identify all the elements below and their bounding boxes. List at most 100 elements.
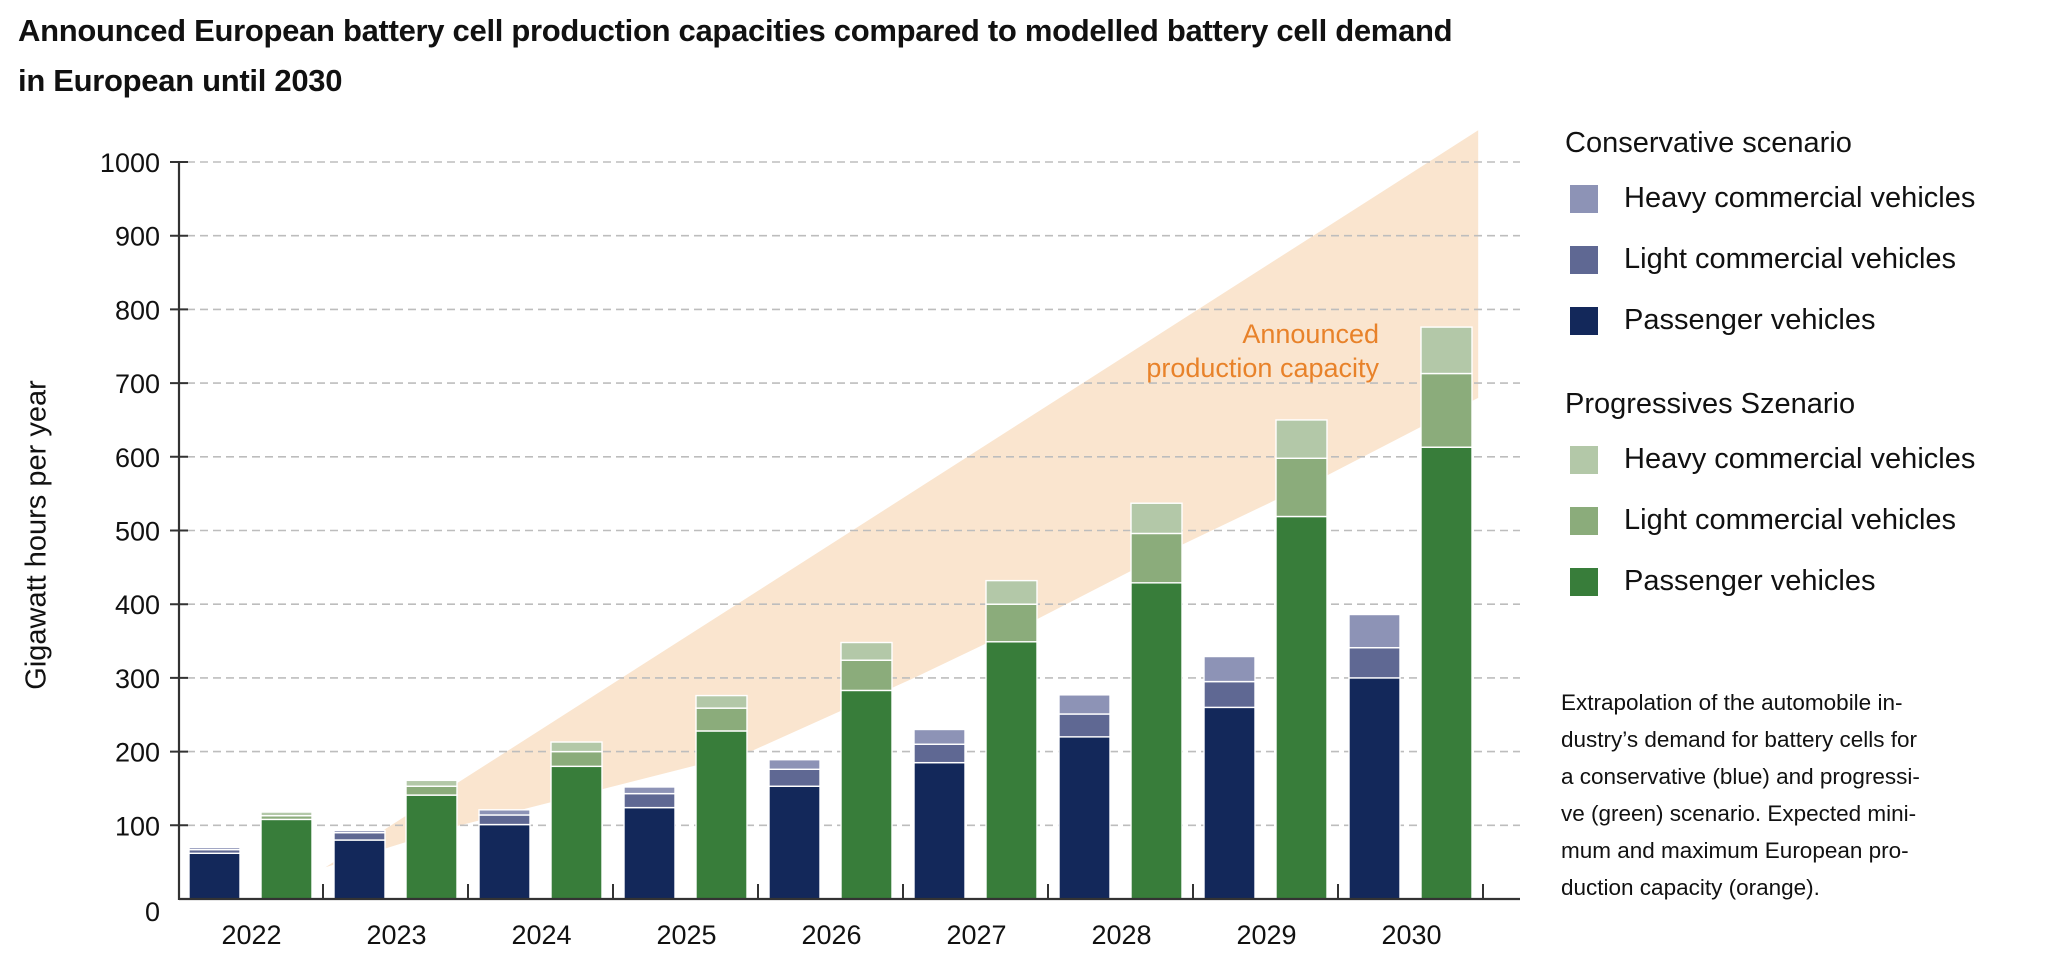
legend-label: Heavy commercial vehicles: [1624, 182, 1976, 214]
bar-2027-progressive-light-commercial-vehicles: [985, 603, 1038, 643]
bar-2027-conservative-passenger-vehicles: [913, 761, 966, 900]
bar-2022-progressive-passenger-vehicles: [260, 818, 313, 900]
bar-2025-progressive-passenger-vehicles: [695, 730, 748, 900]
legend-group-title: Conservative scenario: [1565, 127, 1852, 159]
legend-group-title: Progressives Szenario: [1565, 388, 1856, 420]
bar-2030-progressive-light-commercial-vehicles: [1420, 372, 1473, 448]
bar-2027-conservative-heavy-commercial-vehicles: [913, 728, 966, 745]
bar-2028-conservative-passenger-vehicles: [1058, 736, 1111, 900]
bar-2026-progressive-heavy-commercial-vehicles: [840, 641, 893, 661]
x-tick-label: 2025: [656, 920, 716, 950]
legend-swatch-icon: [1570, 445, 1598, 474]
legend-label: Heavy commercial vehicles: [1624, 443, 1976, 475]
bar-2023-conservative-heavy-commercial-vehicles: [333, 829, 386, 834]
bar-2025-conservative-light-commercial-vehicles: [623, 792, 676, 809]
bar-2028-conservative-heavy-commercial-vehicles: [1058, 694, 1111, 715]
bar-2028-conservative-light-commercial-vehicles: [1058, 713, 1111, 738]
band-annotation-line: production capacity: [1146, 353, 1379, 383]
bar-2026-conservative-heavy-commercial-vehicles: [768, 759, 821, 770]
bar-2030-conservative-passenger-vehicles: [1348, 677, 1401, 900]
note-line: mum and maximum European pro-: [1561, 838, 1909, 863]
bar-2024-conservative-passenger-vehicles: [478, 823, 531, 900]
y-tick-label: 0: [145, 897, 160, 927]
bar-2029-conservative-heavy-commercial-vehicles: [1203, 655, 1256, 683]
legend: Conservative scenario Heavy commercial v…: [1565, 118, 2045, 612]
bar-2024-progressive-heavy-commercial-vehicles: [550, 741, 603, 753]
y-tick-label: 200: [115, 738, 160, 768]
bar-2027-progressive-passenger-vehicles: [985, 641, 1038, 900]
y-tick-label: 800: [115, 295, 160, 325]
legend-item-progressive-passenger: Passenger vehicles: [1565, 551, 2045, 612]
production-capacity-band: [325, 130, 1479, 868]
legend-label: Light commercial vehicles: [1624, 504, 1957, 536]
x-tick-label: 2022: [221, 920, 281, 950]
bar-2023-progressive-heavy-commercial-vehicles: [405, 779, 458, 787]
band-annotation-line: Announced: [1242, 319, 1379, 349]
x-tick-label: 2026: [801, 920, 861, 950]
bar-2025-progressive-light-commercial-vehicles: [695, 707, 748, 732]
bar-2024-conservative-light-commercial-vehicles: [478, 814, 531, 826]
chart-title-line-1: Announced European battery cell producti…: [18, 13, 1453, 48]
bar-2029-conservative-light-commercial-vehicles: [1203, 680, 1256, 709]
bar-2029-conservative-passenger-vehicles: [1203, 706, 1256, 900]
bar-2029-progressive-heavy-commercial-vehicles: [1275, 419, 1328, 459]
bar-2023-conservative-passenger-vehicles: [333, 839, 386, 900]
legend-item-conservative-passenger: Passenger vehicles: [1565, 290, 2045, 351]
x-tick-label: 2024: [511, 920, 571, 950]
bar-2022-conservative-passenger-vehicles: [188, 852, 241, 900]
bar-2027-progressive-heavy-commercial-vehicles: [985, 579, 1038, 605]
x-tick-label: 2028: [1091, 920, 1151, 950]
legend-swatch-icon: [1570, 184, 1598, 213]
bar-2029-progressive-passenger-vehicles: [1275, 515, 1328, 900]
legend-swatch-icon: [1570, 245, 1598, 274]
bar-2024-progressive-light-commercial-vehicles: [550, 750, 603, 768]
legend-item-conservative-heavy: Heavy commercial vehicles: [1565, 168, 2045, 229]
bar-2026-conservative-light-commercial-vehicles: [768, 768, 821, 787]
bar-2028-progressive-light-commercial-vehicles: [1130, 532, 1183, 584]
note-line: ve (green) scenario. Expected mini-: [1561, 801, 1917, 826]
legend-swatch-icon: [1570, 306, 1598, 335]
bar-2022-progressive-heavy-commercial-vehicles: [260, 811, 313, 817]
bar-2026-progressive-passenger-vehicles: [840, 689, 893, 900]
legend-item-progressive-heavy: Heavy commercial vehicles: [1565, 429, 2045, 490]
bar-2025-conservative-heavy-commercial-vehicles: [623, 786, 676, 795]
bar-2030-conservative-heavy-commercial-vehicles: [1348, 613, 1401, 649]
x-tick-label: 2023: [366, 920, 426, 950]
legend-label: Passenger vehicles: [1624, 565, 1876, 597]
bar-2030-conservative-light-commercial-vehicles: [1348, 646, 1401, 679]
y-tick-label: 600: [115, 443, 160, 473]
bars: [188, 326, 1473, 900]
note-line: a conservative (blue) and progressi-: [1561, 764, 1920, 789]
legend-item-conservative-light: Light commercial vehicles: [1565, 229, 2045, 290]
bar-2022-conservative-heavy-commercial-vehicles: [188, 846, 241, 851]
note-line: dustry’s demand for battery cells for: [1561, 727, 1917, 752]
bar-2029-progressive-light-commercial-vehicles: [1275, 457, 1328, 518]
note-line: Extrapolation of the automobile in-: [1561, 690, 1903, 715]
note-line: duction capacity (orange).: [1561, 875, 1820, 900]
bar-2023-progressive-light-commercial-vehicles: [405, 785, 458, 796]
legend-swatch-icon: [1570, 506, 1598, 535]
bar-2024-conservative-heavy-commercial-vehicles: [478, 809, 531, 816]
y-tick-label: 1000: [100, 148, 160, 178]
bar-2026-progressive-light-commercial-vehicles: [840, 659, 893, 692]
bar-2030-progressive-heavy-commercial-vehicles: [1420, 326, 1473, 375]
legend-group-conservative: Conservative scenario Heavy commercial v…: [1565, 118, 2045, 351]
bar-2028-progressive-passenger-vehicles: [1130, 582, 1183, 900]
bar-2023-conservative-light-commercial-vehicles: [333, 831, 386, 841]
chart-note: Extrapolation of the automobile in- dust…: [1561, 684, 2021, 906]
bar-2030-progressive-passenger-vehicles: [1420, 446, 1473, 900]
legend-item-progressive-light: Light commercial vehicles: [1565, 490, 2045, 551]
bar-2025-conservative-passenger-vehicles: [623, 806, 676, 900]
annotations: Announced production capacity: [1146, 319, 1379, 383]
legend-label: Light commercial vehicles: [1624, 243, 1957, 275]
y-tick-label: 100: [115, 811, 160, 841]
bar-2024-progressive-passenger-vehicles: [550, 765, 603, 900]
production-capacity-band-layer: [325, 130, 1479, 868]
axes: 0 100 200 300 400 500 600 700 800 900 1000 2022 2023…: [100, 148, 1520, 950]
x-tick-label: 2029: [1236, 920, 1296, 950]
x-tick-label: 2027: [946, 920, 1006, 950]
y-tick-label: 300: [115, 664, 160, 694]
legend-label: Passenger vehicles: [1624, 304, 1876, 336]
bar-2023-progressive-passenger-vehicles: [405, 794, 458, 900]
